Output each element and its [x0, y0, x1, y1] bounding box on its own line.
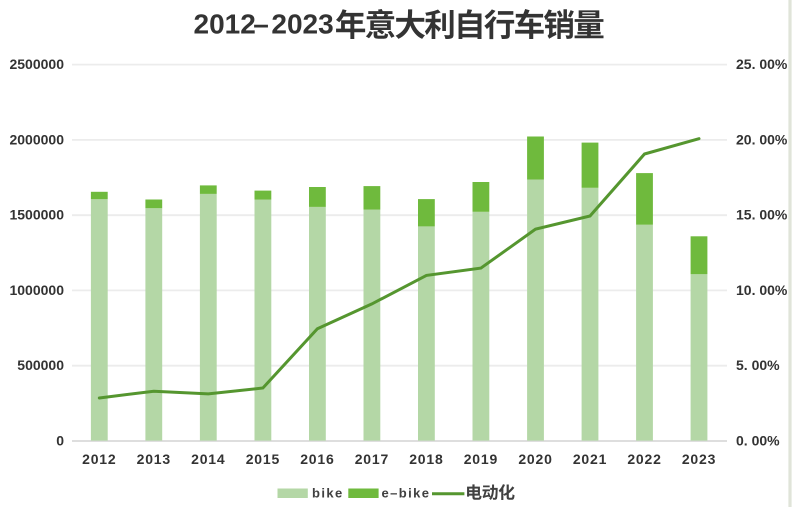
svg-text:2013: 2013 [137, 451, 171, 467]
svg-text:2000000: 2000000 [9, 131, 64, 147]
svg-text:bike: bike [312, 486, 344, 501]
svg-text:25. 00%: 25. 00% [736, 56, 788, 72]
svg-text:e–bike: e–bike [382, 486, 431, 501]
svg-text:500000: 500000 [17, 357, 64, 373]
svg-text:2012: 2012 [82, 451, 116, 467]
svg-text:1500000: 1500000 [9, 207, 64, 223]
svg-text:2018: 2018 [409, 451, 443, 467]
svg-text:0: 0 [56, 432, 64, 448]
svg-text:2022: 2022 [627, 451, 661, 467]
svg-text:2023: 2023 [682, 451, 716, 467]
svg-text:2500000: 2500000 [9, 56, 64, 72]
svg-text:5. 00%: 5. 00% [736, 357, 780, 373]
svg-text:2012–2023: 2012–2023 [194, 9, 334, 40]
svg-text:0. 00%: 0. 00% [736, 432, 780, 448]
svg-text:2020: 2020 [518, 451, 552, 467]
svg-text:2014: 2014 [191, 451, 225, 467]
svg-text:2015: 2015 [246, 451, 280, 467]
svg-text:20. 00%: 20. 00% [736, 131, 788, 147]
svg-text:2019: 2019 [464, 451, 498, 467]
svg-text:15. 00%: 15. 00% [736, 207, 788, 223]
svg-text:1000000: 1000000 [9, 282, 64, 298]
svg-text:10. 00%: 10. 00% [736, 282, 788, 298]
svg-text:2016: 2016 [300, 451, 334, 467]
svg-text:2021: 2021 [573, 451, 607, 467]
svg-text:2017: 2017 [355, 451, 389, 467]
